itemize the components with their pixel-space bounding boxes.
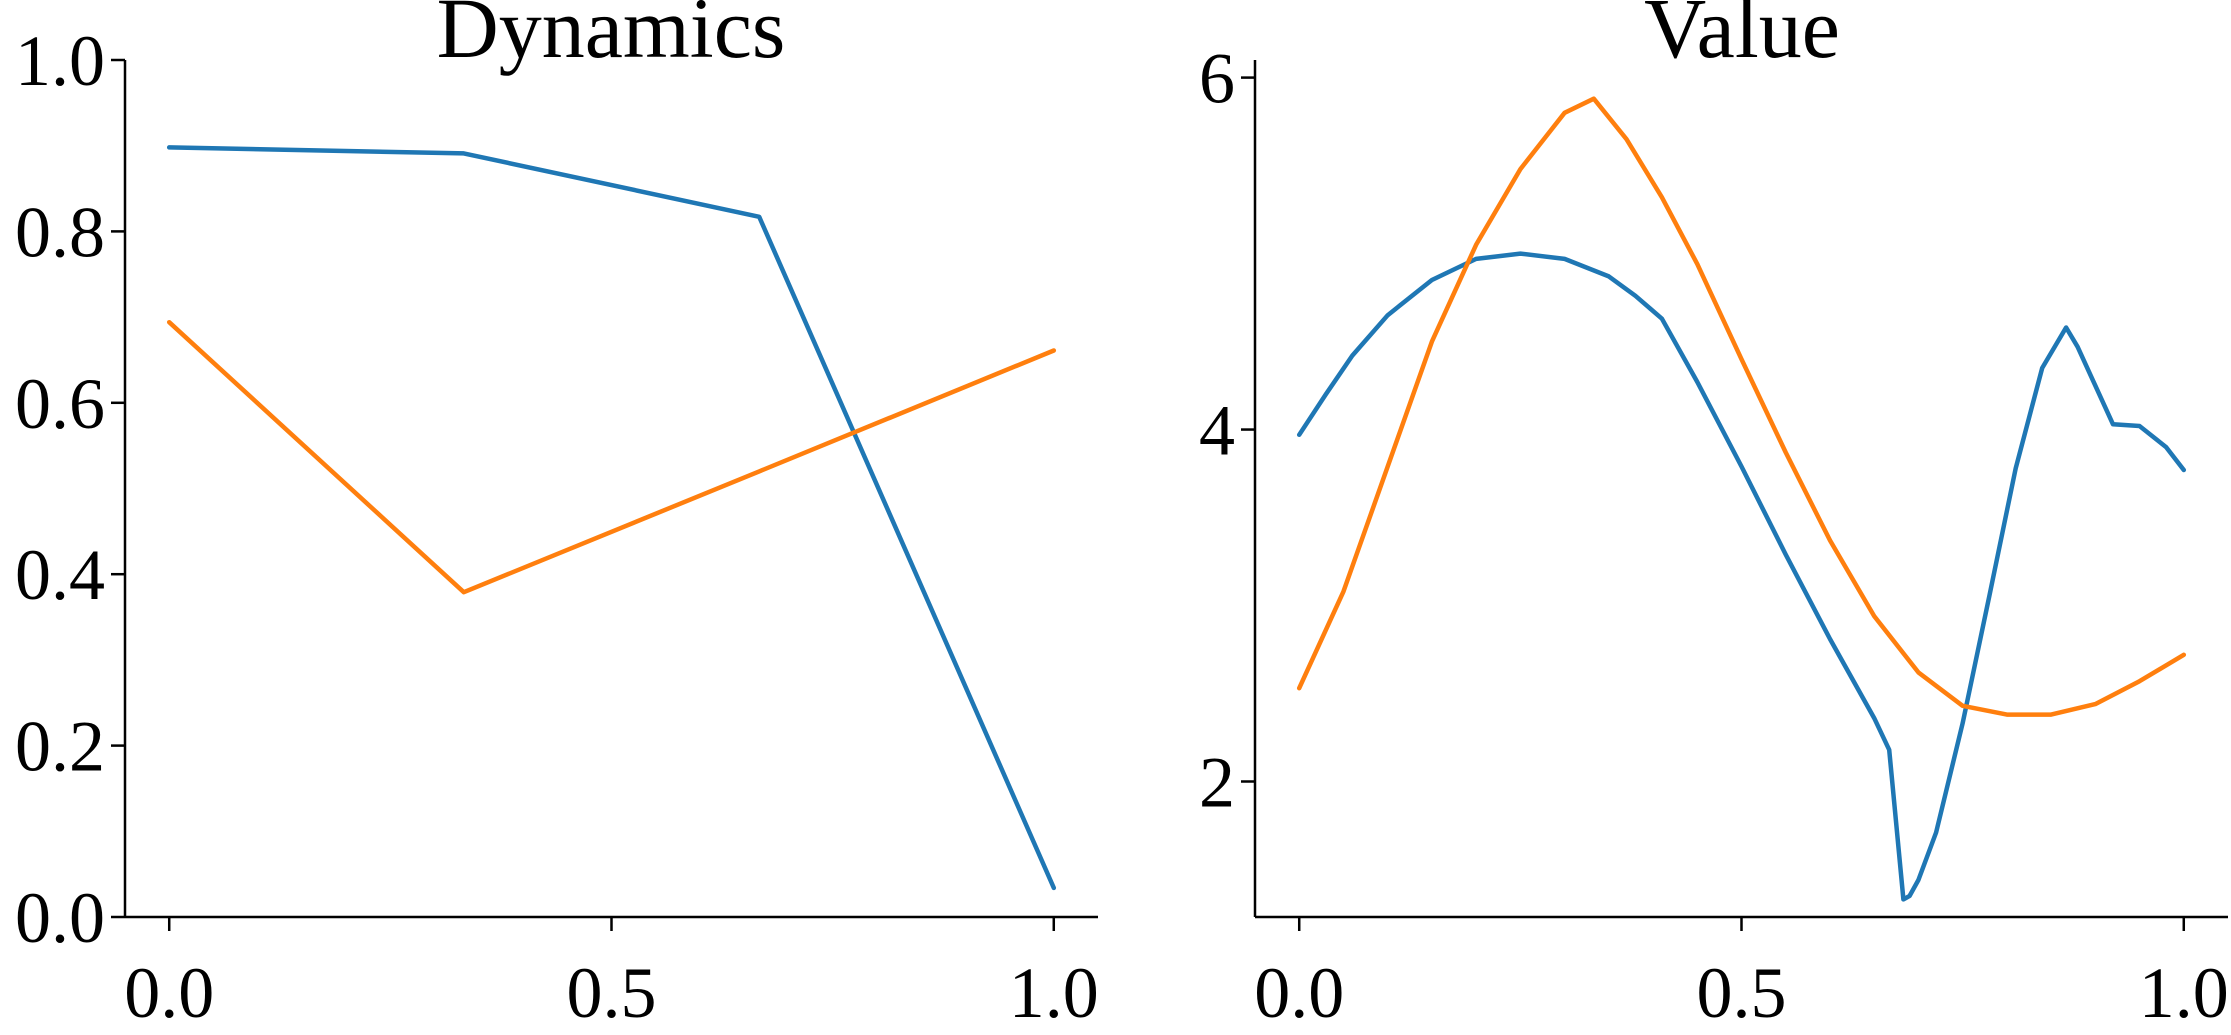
- value-y-tick-label: 4: [1199, 391, 1235, 471]
- value-x-tick-label: 1.0: [2139, 953, 2229, 1033]
- value-series-line-orange: [1296, 96, 2187, 717]
- value-chart: Value 2 4 6 0.0 0.5 1.0: [1199, 0, 2229, 1033]
- value-x-tick-label: 0.5: [1697, 953, 1787, 1033]
- dynamics-x-tick-label: 0.0: [124, 953, 214, 1033]
- dynamics-y-tick-label: 0.6: [15, 364, 105, 444]
- dynamics-y-tick-label: 0.2: [15, 707, 105, 787]
- value-series-line-blue: [1296, 251, 2187, 902]
- value-y-tick-label: 2: [1199, 742, 1235, 822]
- dynamics-chart: Dynamics 0.0 0.2 0.4 0.6 0.8 1.0 0.0 0.5 1.0: [15, 0, 1099, 1033]
- dynamics-title: Dynamics: [437, 0, 786, 76]
- dynamics-y-tick-label: 1.0: [15, 21, 105, 101]
- dynamics-x-tick-label: 1.0: [1009, 953, 1099, 1033]
- dynamics-x-tick-label: 0.5: [567, 953, 657, 1033]
- dynamics-y-tick-label: 0.0: [15, 878, 105, 958]
- dynamics-series-line-orange: [166, 319, 1057, 595]
- dynamics-y-tick-label: 0.8: [15, 192, 105, 272]
- value-title: Value: [1644, 0, 1840, 76]
- value-y-tick-label: 6: [1199, 39, 1235, 119]
- dynamics-y-tick-label: 0.4: [15, 535, 105, 615]
- dynamics-series-line-blue: [166, 145, 1057, 891]
- value-x-tick-label: 0.0: [1254, 953, 1344, 1033]
